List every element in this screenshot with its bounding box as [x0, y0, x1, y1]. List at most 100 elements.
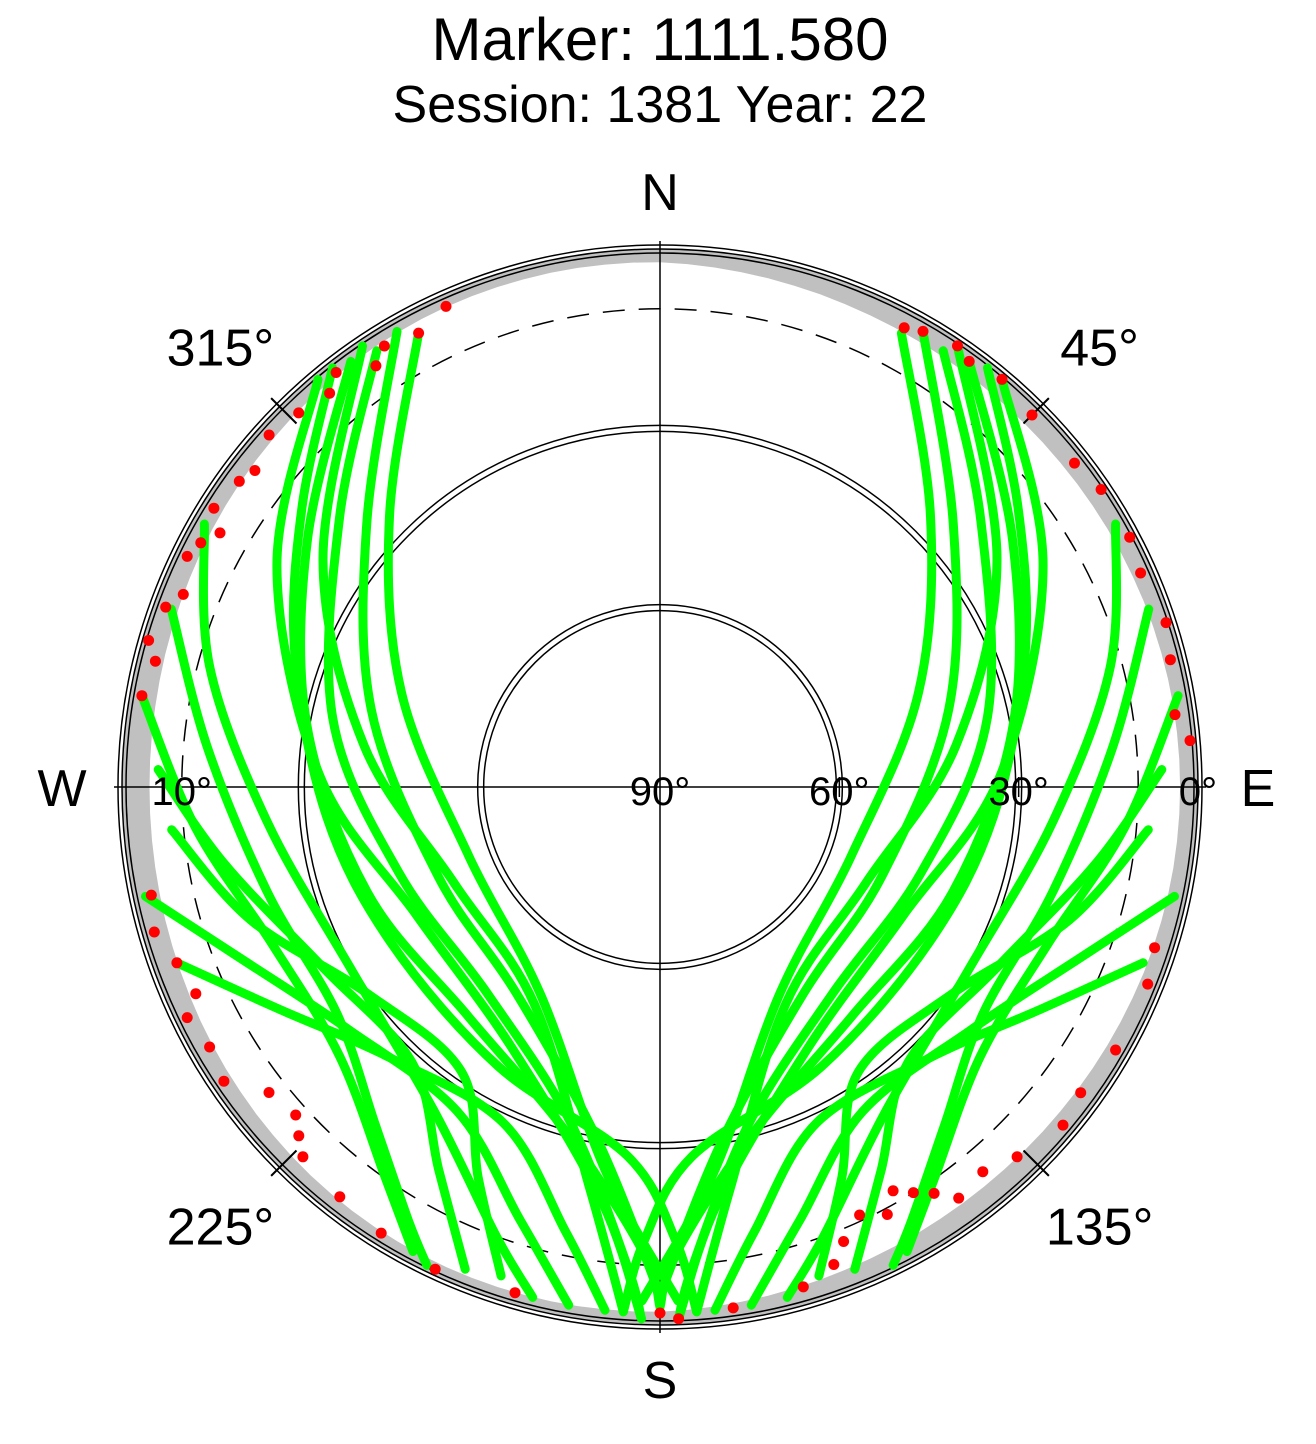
flagged-point-38: [293, 1130, 305, 1142]
flagged-point-66: [440, 300, 452, 312]
flagged-point-8: [1124, 531, 1136, 543]
azimuth-tick-225: [270, 1149, 298, 1177]
elevation-label-90: 90°: [630, 770, 691, 814]
chart-title: Marker: 1111.580: [432, 6, 889, 73]
satellite-track-23: [167, 825, 506, 1281]
flagged-point-9: [1135, 567, 1147, 579]
flagged-point-12: [1169, 709, 1181, 721]
satellite-track-27: [710, 958, 1148, 1315]
flagged-point-37: [297, 1151, 309, 1163]
flagged-point-57: [233, 475, 245, 487]
flagged-point-0: [898, 322, 910, 334]
azimuth-label-135: 135°: [1046, 1199, 1154, 1257]
flagged-point-5: [1026, 409, 1038, 421]
azimuth-label-315: 315°: [167, 319, 275, 377]
satellite-track-13: [295, 356, 665, 1312]
satellite-track-20: [166, 604, 432, 1270]
satellite-track-4: [637, 328, 937, 1306]
plot-labels: N S W E 45° 135° 225° 315° 0° 30° 60° 90° 10°: [37, 164, 1275, 1410]
flagged-point-25: [881, 1209, 893, 1220]
flagged-point-1: [917, 325, 929, 337]
satellite-track-0: [618, 363, 1032, 1317]
flagged-point-48: [136, 690, 148, 702]
flagged-point-14: [1149, 942, 1161, 954]
flagged-point-21: [953, 1192, 965, 1204]
elevation-label-10: 10°: [152, 770, 213, 814]
flagged-point-55: [214, 527, 226, 539]
satellite-track-1: [655, 356, 1025, 1312]
azimuth-tick-45: [1022, 397, 1050, 425]
plot-axes: [114, 241, 1206, 1333]
satellite-track-18: [272, 374, 646, 1324]
azimuth-tick-315: [270, 397, 298, 425]
flagged-point-11: [1164, 654, 1176, 666]
flagged-point-54: [195, 537, 207, 549]
flagged-point-40: [263, 1087, 275, 1098]
flagged-point-65: [413, 327, 425, 339]
flagged-point-31: [673, 1313, 685, 1325]
flagged-point-26: [854, 1209, 866, 1221]
flagged-point-22: [928, 1187, 940, 1199]
flagged-point-60: [293, 407, 305, 419]
satellite-track-16: [383, 328, 683, 1306]
flagged-point-61: [324, 387, 336, 399]
satellite-track-10: [850, 765, 1167, 1274]
flagged-point-29: [797, 1281, 809, 1293]
north-label: N: [641, 164, 679, 222]
flagged-point-6: [1069, 457, 1080, 469]
flagged-point-20: [977, 1166, 989, 1178]
satellite-track-12: [288, 363, 702, 1317]
flagged-point-28: [828, 1259, 840, 1270]
flagged-point-19: [1011, 1151, 1023, 1163]
flagged-point-49: [149, 655, 161, 667]
flagged-point-17: [1075, 1087, 1087, 1099]
elevation-label-0: 0°: [1179, 770, 1217, 814]
flagged-point-47: [145, 889, 157, 901]
flagged-point-58: [249, 465, 261, 476]
flagged-points: [136, 300, 1196, 1325]
flagged-point-62: [330, 367, 342, 378]
flagged-point-35: [375, 1227, 387, 1239]
elevation-label-60: 60°: [809, 770, 870, 814]
flagged-point-44: [190, 988, 202, 1000]
satellite-track-6: [674, 374, 1048, 1324]
flagged-point-27: [838, 1236, 850, 1247]
flagged-point-7: [1095, 484, 1107, 495]
flagged-point-56: [208, 502, 220, 514]
flagged-point-41: [218, 1075, 230, 1087]
flagged-point-18: [1057, 1119, 1069, 1131]
west-label: W: [37, 760, 86, 818]
south-label: S: [643, 1352, 678, 1410]
flagged-point-16: [1110, 1044, 1122, 1056]
flagged-point-13: [1184, 735, 1196, 747]
azimuth-label-225: 225°: [167, 1199, 275, 1257]
flagged-point-4: [996, 373, 1008, 385]
elevation-label-30: 30°: [988, 770, 1049, 814]
flagged-point-52: [177, 588, 189, 600]
satellite-track-22: [153, 765, 470, 1274]
flagged-point-64: [378, 340, 390, 352]
flagged-point-3: [963, 355, 975, 367]
flagged-point-23: [907, 1187, 919, 1199]
flagged-point-43: [181, 1012, 193, 1024]
flagged-point-39: [290, 1109, 302, 1121]
azimuth-tick-135: [1022, 1149, 1050, 1177]
flagged-point-34: [429, 1263, 441, 1275]
satellite-tracks: [137, 326, 1183, 1324]
flagged-point-46: [148, 926, 160, 938]
flagged-point-24: [887, 1185, 899, 1197]
flagged-point-15: [1142, 978, 1154, 990]
flagged-point-36: [334, 1191, 346, 1203]
chart-subtitle: Session: 1381 Year: 22: [393, 76, 928, 134]
flagged-point-63: [370, 360, 382, 372]
east-label: E: [1241, 760, 1276, 818]
flagged-point-42: [204, 1041, 216, 1053]
satellite-track-25: [172, 958, 610, 1315]
flagged-point-45: [171, 957, 183, 969]
azimuth-label-45: 45°: [1060, 319, 1139, 377]
satellite-track-8: [888, 604, 1154, 1270]
flagged-point-50: [143, 634, 155, 646]
flagged-point-10: [1160, 617, 1172, 629]
flagged-point-33: [509, 1287, 521, 1299]
